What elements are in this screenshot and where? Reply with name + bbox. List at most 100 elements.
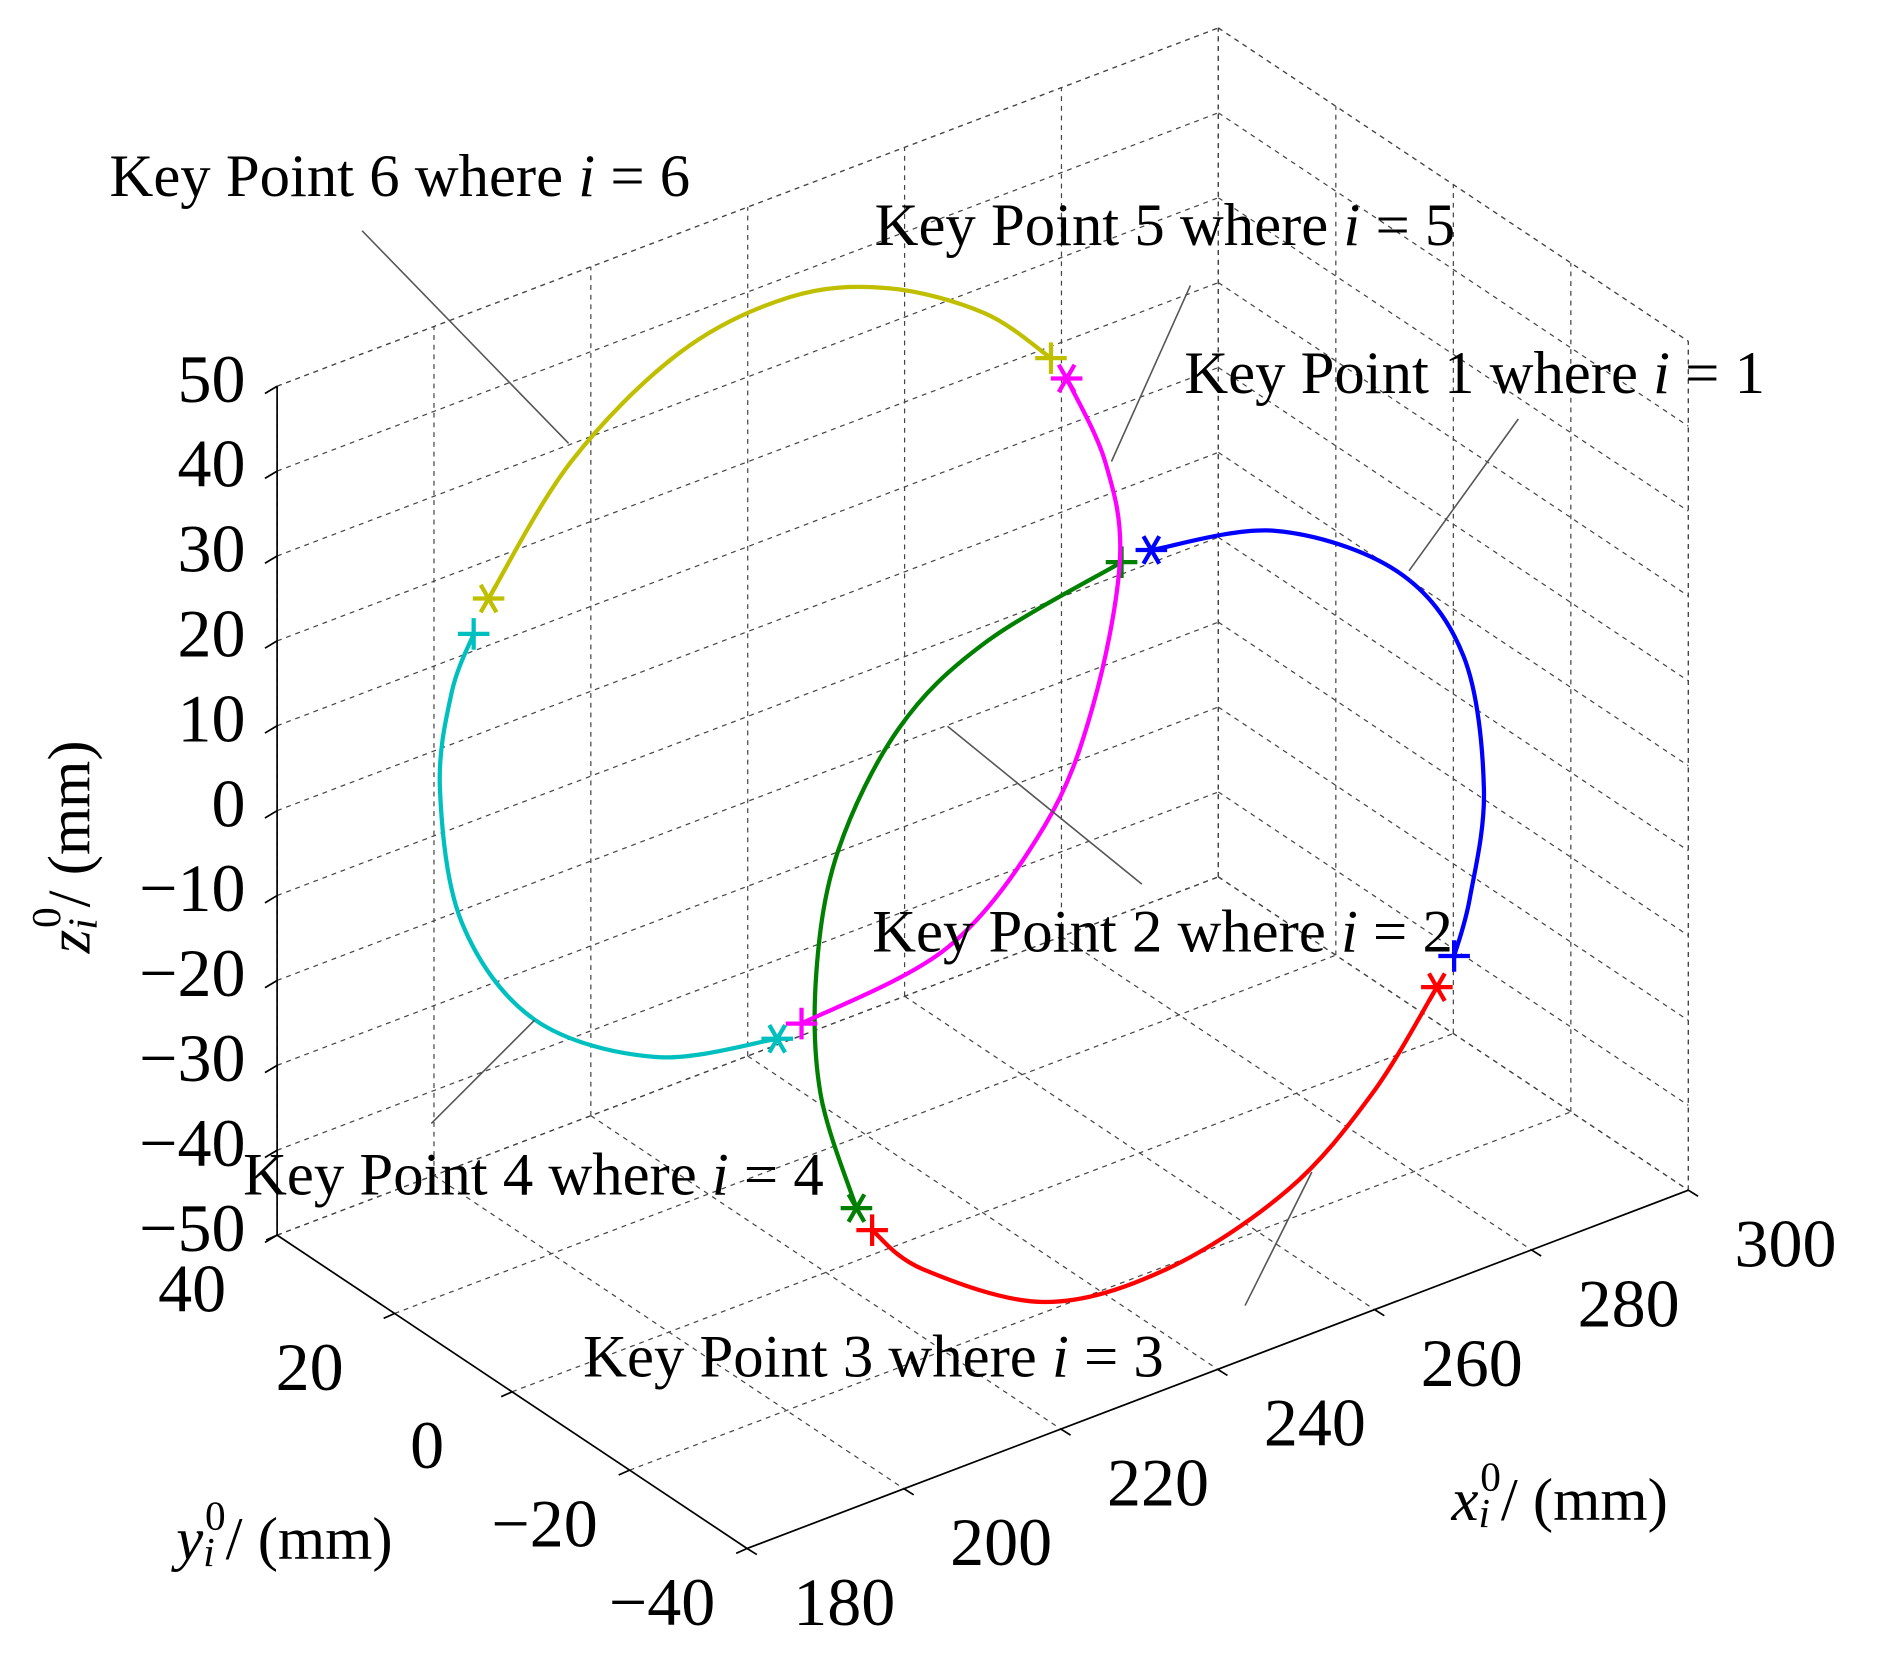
tick-mark — [383, 1312, 395, 1320]
label-layer: 180200220240260280300−40−2002040−50−40−3… — [24, 143, 1837, 1640]
tick-mark — [264, 385, 278, 395]
start-marker — [1050, 363, 1083, 394]
grid-line — [276, 366, 1219, 727]
x-tick-label: 220 — [1107, 1444, 1209, 1520]
axis-unit: / (mm) — [1501, 1467, 1668, 1534]
grid-line — [1217, 536, 1689, 852]
grid-line — [276, 197, 1219, 557]
tick-mark — [264, 809, 278, 819]
axes-box — [264, 27, 1699, 1556]
end-marker — [1438, 940, 1470, 972]
trajectory-curve — [486, 284, 1053, 600]
tick-mark — [264, 894, 278, 904]
end-marker — [1035, 342, 1067, 374]
xlabel-axis-label: xi0/ (mm) — [1451, 1454, 1668, 1536]
grid-line — [590, 1115, 1062, 1430]
trajectory-curve — [800, 377, 1123, 1026]
axis-symbol: y — [170, 1506, 203, 1573]
axis-superscript: 0 — [24, 907, 70, 928]
annotation-leader — [430, 1019, 536, 1124]
annotation-part: = 2 — [1358, 899, 1453, 966]
grid-line — [394, 954, 1337, 1315]
grid-line — [276, 112, 1219, 472]
annotation-part: i — [1653, 340, 1670, 407]
grid-line — [1217, 451, 1689, 767]
box-edge — [276, 876, 1219, 1236]
grid-line — [1217, 112, 1689, 427]
grid-line — [1217, 621, 1689, 937]
annotation: Key Point 6 where i = 6 — [109, 143, 690, 210]
annotation-part: Key Point 5 where — [875, 192, 1344, 259]
annotation-part: = 4 — [729, 1141, 824, 1208]
tick-mark — [264, 1064, 278, 1074]
tick-mark — [1374, 1308, 1385, 1317]
grid-line — [1217, 367, 1689, 682]
annotation-leader — [947, 725, 1143, 885]
trajectory-curve — [1151, 528, 1487, 957]
curve-layer — [437, 284, 1487, 1305]
x-tick-label: 200 — [950, 1504, 1052, 1580]
annotation-leader — [1244, 1171, 1313, 1306]
annotation-part: i — [578, 143, 595, 210]
y-tick-label: −40 — [609, 1564, 715, 1640]
z-tick-label: −20 — [139, 935, 245, 1011]
trajectory-curve — [812, 560, 1123, 1209]
start-marker — [1421, 972, 1453, 1002]
annotation-part: i — [1052, 1324, 1069, 1391]
annotation-part: = 3 — [1069, 1324, 1164, 1391]
trajectory-curve — [437, 633, 778, 1060]
y-tick-label: 0 — [410, 1407, 444, 1483]
annotation-part: = 6 — [595, 143, 690, 210]
tick-mark — [1687, 1189, 1699, 1197]
box-edge — [1217, 876, 1689, 1191]
axis-unit: / (mm) — [36, 740, 103, 907]
end-marker — [856, 1214, 888, 1246]
tick-mark — [264, 1234, 278, 1244]
y-tick-label: −20 — [491, 1485, 597, 1561]
annotation: Key Point 4 where i = 4 — [243, 1141, 824, 1208]
end-marker — [457, 618, 490, 650]
annotation-part: Key Point 2 where — [872, 899, 1341, 966]
tick-mark — [1217, 1368, 1228, 1377]
x-tick-label: 300 — [1735, 1206, 1837, 1282]
tick-mark — [746, 1547, 758, 1556]
annotation-part: Key Point 6 where — [109, 143, 578, 210]
annotation-part: Key Point 1 where — [1184, 340, 1653, 407]
z-tick-label: 40 — [178, 426, 246, 502]
axis-unit: / (mm) — [226, 1506, 393, 1573]
annotation-part: = 5 — [1360, 192, 1455, 259]
annotation-part: i — [1343, 192, 1360, 259]
annotation: Key Point 3 where i = 3 — [583, 1324, 1164, 1391]
grid-line — [1217, 706, 1689, 1021]
tick-mark — [264, 640, 278, 649]
annotation-part: i — [1341, 899, 1358, 966]
annotation-part: = 1 — [1670, 340, 1765, 407]
axis-subscript: i — [203, 1529, 214, 1575]
z-tick-label: 10 — [178, 680, 246, 756]
end-marker — [785, 1007, 818, 1040]
tick-mark — [264, 470, 278, 480]
tick-mark — [264, 725, 278, 734]
x-tick-label: 180 — [793, 1564, 895, 1640]
tick-mark — [264, 555, 278, 565]
trajectory-curve — [870, 986, 1439, 1305]
grid-line — [276, 621, 1219, 982]
annotation: Key Point 5 where i = 5 — [875, 192, 1456, 259]
y-tick-label: 20 — [276, 1329, 344, 1405]
grid-line — [747, 1055, 1219, 1370]
start-marker — [1135, 535, 1168, 565]
axis-subscript: i — [1478, 1491, 1489, 1537]
annotation-leader — [1408, 418, 1519, 572]
grid-line — [276, 451, 1219, 812]
tick-mark — [618, 1469, 630, 1476]
x-tick-label: 260 — [1421, 1325, 1523, 1401]
start-marker — [761, 1023, 794, 1054]
z-tick-label: −40 — [139, 1105, 245, 1181]
grid-line — [629, 1111, 1572, 1471]
axis-superscript: 0 — [1480, 1454, 1501, 1500]
annotation-part: Key Point 4 where — [243, 1141, 712, 1208]
tick-mark — [735, 1547, 748, 1555]
start-marker — [472, 583, 505, 614]
